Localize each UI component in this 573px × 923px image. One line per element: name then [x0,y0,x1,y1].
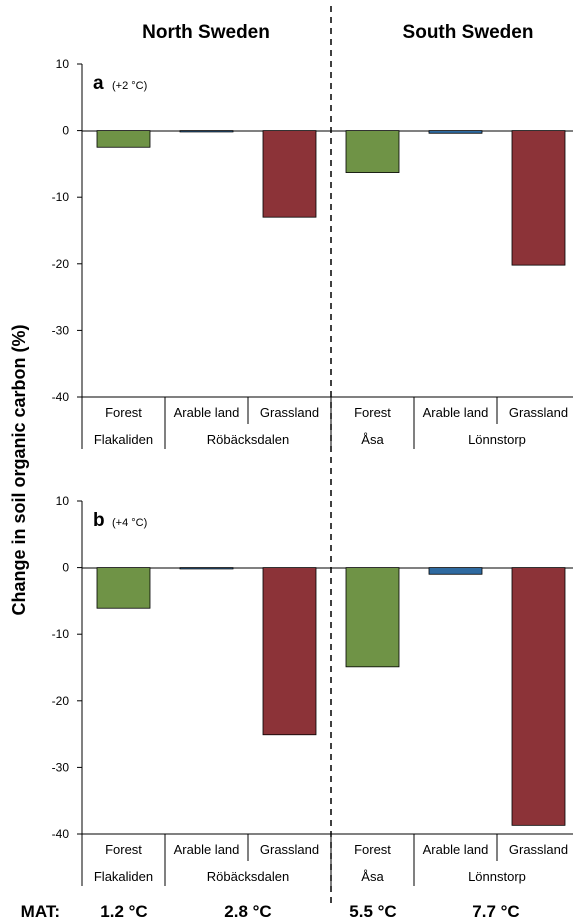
panel-a: 10 0 -10 -20 -30 -40 a (+2 °C) Forest Arable land… [52,57,573,449]
bar-grassland [511,130,566,266]
y-tick-label: -40 [52,390,70,404]
category-label: Grassland [509,405,568,420]
category-label: Grassland [260,842,319,857]
site-label: Lönnstorp [468,869,526,884]
y-tick-label: -30 [52,323,70,337]
y-tick-label: -20 [52,257,70,271]
bar-forest [345,567,400,668]
category-label: Forest [354,842,391,857]
category-label: Forest [354,405,391,420]
category-label: Forest [105,405,142,420]
category-label: Arable land [423,842,489,857]
y-tick-label: 10 [56,57,70,71]
site-label: Åsa [361,869,384,884]
y-axis-label: Change in soil organic carbon (%) [9,324,29,615]
y-tick-label: 10 [56,494,70,508]
bar-grassland [262,567,317,736]
panel-letter: b [93,510,105,531]
site-label: Flakaliden [94,869,153,884]
site-label: Lönnstorp [468,432,526,447]
bar-arable-land [428,130,483,134]
panel-b: 10 0 -10 -20 -30 -40 b (+4 °C) Forest Arable land… [52,494,573,886]
bar-arable-land [179,567,234,570]
bar-arable-land [428,567,483,575]
mat-values-row: 1.2 °C 2.8 °C 5.5 °C 7.7 °C [100,902,519,921]
south-sweden-header: South Sweden [403,22,534,43]
category-label: Forest [105,842,142,857]
mat-value: 2.8 °C [224,902,271,921]
bar-grassland [262,130,317,218]
bar-forest [96,130,151,148]
y-tick-label: -40 [52,827,70,841]
y-tick-label: -10 [52,627,70,641]
panel-note: (+2 °C) [112,80,147,92]
bar-forest [345,130,400,173]
mat-value: 1.2 °C [100,902,147,921]
site-label: Röbäcksdalen [207,869,289,884]
y-tick-label: 0 [62,124,69,138]
site-label: Röbäcksdalen [207,432,289,447]
mat-label: MAT: [21,902,60,921]
y-tick-label: -30 [52,760,70,774]
y-tick-label: 0 [62,561,69,575]
y-tick-label: -10 [52,190,70,204]
chart-panels: 10 0 -10 -20 -30 -40 a (+2 °C) Forest Arable land… [52,57,573,886]
bar-forest [96,567,151,609]
north-sweden-header: North Sweden [142,22,270,43]
site-label: Åsa [361,432,384,447]
category-label: Arable land [174,842,240,857]
mat-value: 5.5 °C [349,902,396,921]
panel-note: (+4 °C) [112,517,147,529]
category-label: Grassland [260,405,319,420]
category-label: Arable land [174,405,240,420]
category-label: Grassland [509,842,568,857]
y-tick-label: -20 [52,694,70,708]
bar-grassland [511,567,566,826]
mat-value: 7.7 °C [472,902,519,921]
site-label: Flakaliden [94,432,153,447]
bar-arable-land [179,130,234,133]
panel-letter: a [93,73,104,94]
category-label: Arable land [423,405,489,420]
